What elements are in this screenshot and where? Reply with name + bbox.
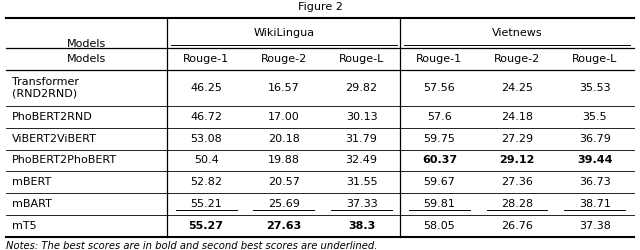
Text: 37.38: 37.38 (579, 221, 611, 231)
Text: 46.72: 46.72 (190, 112, 222, 122)
Text: mT5: mT5 (12, 221, 36, 231)
Text: 25.69: 25.69 (268, 199, 300, 209)
Text: 53.08: 53.08 (190, 134, 222, 143)
Text: 16.57: 16.57 (268, 83, 300, 93)
Text: 59.81: 59.81 (424, 199, 455, 209)
Text: 27.36: 27.36 (501, 177, 533, 187)
Text: Notes: The best scores are in bold and second best scores are underlined.: Notes: The best scores are in bold and s… (6, 242, 378, 250)
Text: 29.82: 29.82 (346, 83, 378, 93)
Text: 20.57: 20.57 (268, 177, 300, 187)
Text: 36.79: 36.79 (579, 134, 611, 143)
Text: 59.67: 59.67 (424, 177, 455, 187)
Text: WikiLingua: WikiLingua (253, 28, 314, 38)
Text: 28.28: 28.28 (501, 199, 533, 209)
Text: 31.55: 31.55 (346, 177, 378, 187)
Text: 38.71: 38.71 (579, 199, 611, 209)
Text: 32.49: 32.49 (346, 156, 378, 166)
Text: 52.82: 52.82 (190, 177, 222, 187)
Text: 24.25: 24.25 (501, 83, 533, 93)
Text: 30.13: 30.13 (346, 112, 378, 122)
Text: 59.75: 59.75 (424, 134, 455, 143)
Text: 57.6: 57.6 (427, 112, 452, 122)
Text: 37.33: 37.33 (346, 199, 378, 209)
Text: Figure 2: Figure 2 (298, 2, 342, 12)
Text: Rouge-2: Rouge-2 (260, 54, 307, 64)
Text: 55.21: 55.21 (190, 199, 222, 209)
Text: PhoBERT2PhoBERT: PhoBERT2PhoBERT (12, 156, 116, 166)
Text: Models: Models (67, 54, 106, 64)
Text: 39.44: 39.44 (577, 156, 612, 166)
Text: Rouge-1: Rouge-1 (416, 54, 462, 64)
Text: 46.25: 46.25 (190, 83, 222, 93)
Text: 50.4: 50.4 (194, 156, 218, 166)
Text: Rouge-1: Rouge-1 (183, 54, 229, 64)
Text: PhoBERT2RND: PhoBERT2RND (12, 112, 92, 122)
Text: Vietnews: Vietnews (492, 28, 542, 38)
Text: mBERT: mBERT (12, 177, 51, 187)
Text: 27.63: 27.63 (266, 221, 301, 231)
Text: 38.3: 38.3 (348, 221, 375, 231)
Text: Models: Models (67, 39, 106, 49)
Text: 27.29: 27.29 (501, 134, 533, 143)
Text: 55.27: 55.27 (189, 221, 223, 231)
Text: 17.00: 17.00 (268, 112, 300, 122)
Text: 60.37: 60.37 (422, 156, 457, 166)
Text: ViBERT2ViBERT: ViBERT2ViBERT (12, 134, 97, 143)
Text: 19.88: 19.88 (268, 156, 300, 166)
Text: 20.18: 20.18 (268, 134, 300, 143)
Text: 57.56: 57.56 (424, 83, 455, 93)
Text: 35.5: 35.5 (582, 112, 607, 122)
Text: Rouge-L: Rouge-L (339, 54, 384, 64)
Text: mBART: mBART (12, 199, 51, 209)
Text: 36.73: 36.73 (579, 177, 611, 187)
Text: 58.05: 58.05 (424, 221, 455, 231)
Text: 31.79: 31.79 (346, 134, 378, 143)
Text: Transformer
(RND2RND): Transformer (RND2RND) (12, 77, 79, 99)
Text: 29.12: 29.12 (499, 156, 534, 166)
Text: 24.18: 24.18 (501, 112, 533, 122)
Text: Rouge-2: Rouge-2 (494, 54, 540, 64)
Text: 35.53: 35.53 (579, 83, 611, 93)
Text: Rouge-L: Rouge-L (572, 54, 618, 64)
Text: 26.76: 26.76 (501, 221, 533, 231)
